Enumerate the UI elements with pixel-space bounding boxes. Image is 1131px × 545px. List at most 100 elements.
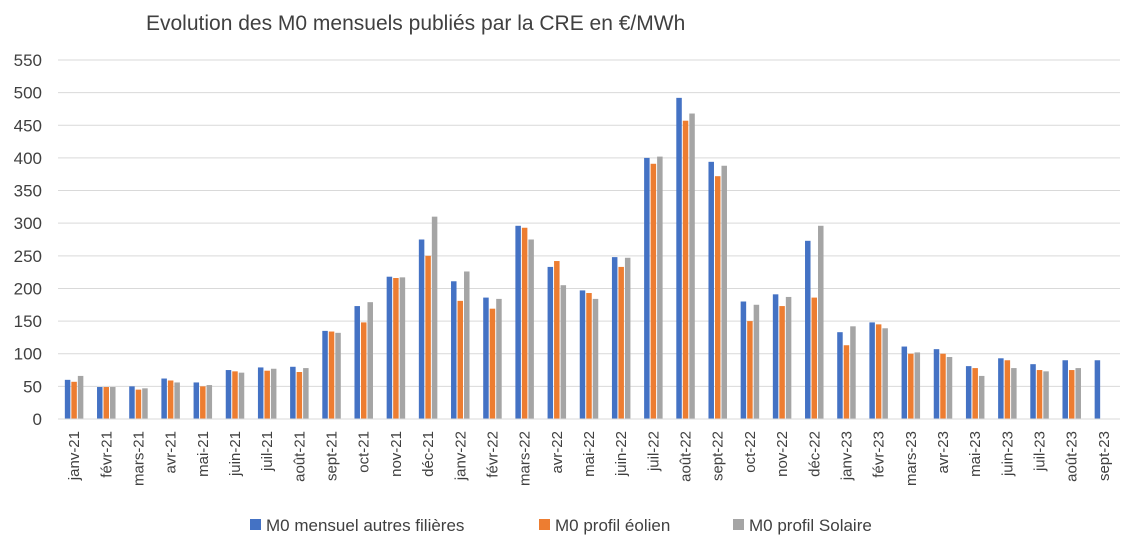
bar bbox=[496, 298, 502, 419]
y-tick-label: 250 bbox=[14, 247, 42, 266]
bar bbox=[354, 306, 360, 419]
bar bbox=[451, 281, 457, 419]
y-tick-label: 450 bbox=[14, 116, 42, 135]
bar bbox=[238, 372, 245, 419]
bar bbox=[618, 266, 624, 419]
bar bbox=[464, 271, 470, 419]
legend-label: M0 profil Solaire bbox=[749, 516, 872, 535]
x-tick-label: mai-21 bbox=[195, 431, 212, 477]
x-tick-label: déc-21 bbox=[420, 431, 437, 477]
legend-swatch bbox=[539, 519, 550, 530]
x-tick-label: janv-22 bbox=[452, 431, 469, 481]
y-tick-label: 550 bbox=[14, 51, 42, 70]
bar bbox=[611, 257, 618, 419]
x-tick-label: juin-23 bbox=[999, 431, 1016, 477]
bar bbox=[335, 332, 341, 419]
bar bbox=[914, 352, 921, 419]
bar bbox=[386, 276, 393, 419]
bar bbox=[586, 293, 592, 419]
bar bbox=[753, 304, 760, 419]
bar bbox=[64, 379, 71, 419]
bar bbox=[521, 227, 528, 419]
bar bbox=[270, 368, 277, 419]
x-tick-label: mars-22 bbox=[517, 431, 534, 486]
bar bbox=[264, 370, 270, 419]
bar bbox=[1011, 368, 1017, 419]
bar bbox=[174, 382, 180, 419]
bar bbox=[554, 261, 560, 419]
bar bbox=[1043, 371, 1049, 419]
bar bbox=[676, 97, 682, 419]
bar bbox=[489, 308, 496, 419]
bar bbox=[457, 300, 464, 419]
x-tick-label: janv-23 bbox=[838, 431, 855, 481]
bar bbox=[875, 324, 882, 419]
bar bbox=[779, 306, 785, 419]
bar bbox=[972, 368, 978, 419]
bar bbox=[193, 382, 200, 419]
y-tick-label: 0 bbox=[33, 410, 42, 429]
y-tick-label: 100 bbox=[14, 345, 42, 364]
x-tick-label: févr-21 bbox=[98, 431, 115, 478]
bar bbox=[142, 388, 148, 419]
y-tick-label: 200 bbox=[14, 279, 42, 298]
bar bbox=[965, 366, 972, 419]
bar bbox=[657, 156, 663, 419]
x-tick-label: sept-21 bbox=[324, 431, 341, 481]
bar bbox=[644, 157, 650, 419]
x-tick-label: oct-21 bbox=[356, 431, 373, 473]
x-tick-label: sept-22 bbox=[710, 431, 727, 481]
bar bbox=[103, 387, 110, 419]
bar bbox=[296, 372, 303, 419]
x-tick-label: janv-21 bbox=[66, 431, 83, 481]
bar bbox=[560, 285, 567, 419]
bar bbox=[850, 326, 856, 419]
legend-swatch bbox=[250, 519, 261, 530]
x-tick-label: oct-22 bbox=[742, 431, 759, 473]
legend-label: M0 profil éolien bbox=[555, 516, 670, 535]
bar bbox=[650, 163, 657, 419]
bar bbox=[805, 240, 811, 419]
x-tick-label: avr-23 bbox=[935, 431, 952, 474]
y-axis-ticks: 0 50 100 150 200 250 300 350 400 450 500 550 bbox=[14, 51, 42, 429]
bar bbox=[785, 296, 792, 419]
legend-label: M0 mensuel autres filières bbox=[266, 516, 464, 535]
bar bbox=[624, 257, 631, 419]
bar bbox=[431, 216, 438, 419]
bar bbox=[843, 345, 850, 419]
bar bbox=[206, 385, 213, 419]
bar bbox=[1075, 368, 1081, 419]
x-tick-label: févr-22 bbox=[484, 431, 501, 478]
bar bbox=[322, 330, 328, 419]
x-tick-label: nov-22 bbox=[774, 431, 791, 477]
bar bbox=[740, 301, 747, 419]
bar bbox=[483, 297, 489, 419]
bar bbox=[200, 386, 206, 419]
bar bbox=[772, 294, 779, 419]
bar bbox=[908, 353, 914, 419]
bar bbox=[225, 370, 232, 419]
bar bbox=[721, 165, 727, 419]
bar bbox=[714, 176, 721, 419]
bar bbox=[290, 366, 296, 419]
bar bbox=[1030, 364, 1036, 419]
x-tick-label: juin-21 bbox=[227, 431, 244, 477]
bar bbox=[110, 387, 116, 419]
x-axis-ticks: janv-21 févr-21 mars-21 avr-21 mai-21 juin-21… bbox=[66, 431, 1113, 486]
x-tick-label: juil-22 bbox=[645, 431, 662, 472]
bar bbox=[1004, 360, 1011, 419]
x-tick-label: août-21 bbox=[291, 431, 308, 482]
bar bbox=[232, 371, 238, 419]
x-tick-label: avr-21 bbox=[163, 431, 180, 474]
legend: M0 mensuel autres filières M0 profil éoli… bbox=[250, 516, 872, 535]
bar bbox=[515, 225, 521, 419]
bar bbox=[1062, 360, 1068, 419]
bar bbox=[547, 266, 554, 419]
bar bbox=[135, 389, 142, 419]
y-tick-label: 500 bbox=[14, 84, 42, 103]
bars bbox=[64, 97, 1101, 420]
bar bbox=[257, 367, 264, 419]
bar bbox=[161, 378, 167, 419]
legend-swatch bbox=[733, 519, 744, 530]
